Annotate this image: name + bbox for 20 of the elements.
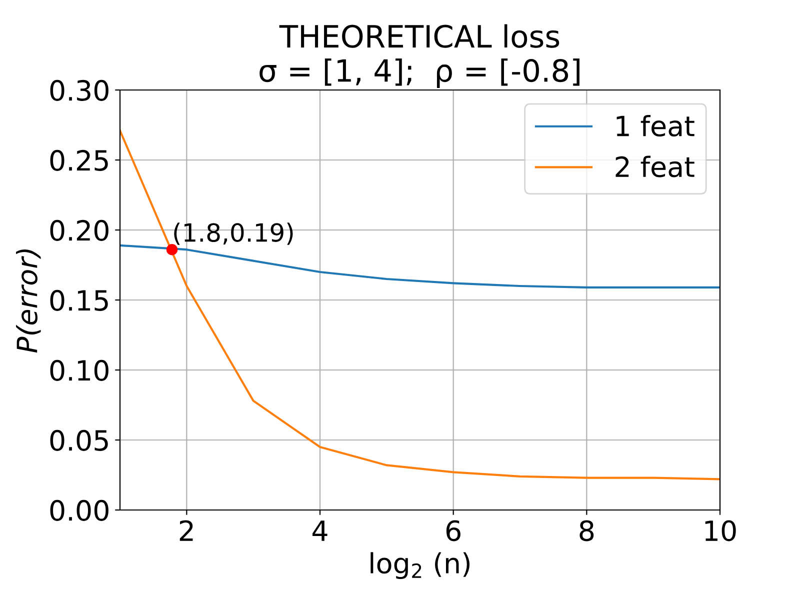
annotation: (1.8,0.19) xyxy=(174,222,293,245)
y-tick-label: 0.00 xyxy=(50,500,108,521)
line-series xyxy=(120,244,720,288)
chart-subtitle: σ = [1, 4]; ρ = [-0.8] xyxy=(260,58,580,88)
y-tick-label: 0.15 xyxy=(50,290,108,311)
x-tick-label: 8 xyxy=(580,520,594,542)
y-tick-label: 0.25 xyxy=(50,150,108,171)
x-tick-label: 4 xyxy=(312,520,328,541)
y-tick-label: 0.10 xyxy=(50,360,108,381)
x-tick-label: 10 xyxy=(705,520,736,542)
y-axis-title: P(error) xyxy=(16,249,41,353)
x-tick-label: 6 xyxy=(446,520,460,542)
legend-label: 1 feat xyxy=(616,115,694,136)
legend-label: 2 feat xyxy=(616,156,694,178)
y-tick-label: 0.20 xyxy=(50,220,108,241)
y-tick-label: 0.30 xyxy=(50,80,108,101)
y-tick-label: 0.05 xyxy=(50,430,108,451)
x-tick-label: 2 xyxy=(180,520,193,541)
x-axis-title: log$_{2}$ (n) xyxy=(370,552,470,580)
chart-title: THEORETICAL loss xyxy=(279,24,560,48)
